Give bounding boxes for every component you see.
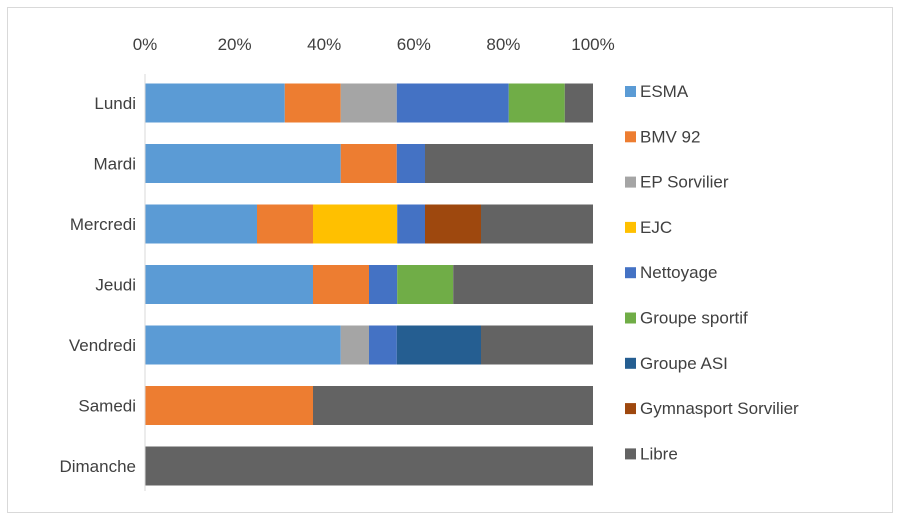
bar-segment	[481, 325, 593, 365]
x-tick-label: 80%	[486, 35, 520, 54]
category-label: Dimanche	[59, 457, 136, 476]
legend-swatch	[625, 312, 636, 324]
bar-segment	[145, 83, 285, 123]
category-label: Samedi	[78, 397, 136, 416]
category-label: Mardi	[93, 155, 136, 174]
bar-segment	[425, 144, 593, 183]
bar-segment	[145, 265, 313, 304]
bar-segment	[313, 386, 593, 425]
x-tick-label: 60%	[397, 35, 431, 54]
bar-segment	[397, 265, 454, 304]
legend-label: EP Sorvilier	[640, 173, 729, 192]
bar-segment	[508, 83, 565, 123]
bar-segment	[396, 144, 425, 183]
legend-swatch	[625, 176, 636, 188]
bar-segment	[145, 144, 341, 183]
x-axis-ticks: 0% 20% 40% 60% 80% 100%	[133, 35, 615, 54]
x-tick-label: 100%	[571, 35, 614, 54]
bar-segment	[396, 325, 481, 365]
legend-swatch	[625, 448, 636, 460]
category-label: Jeudi	[95, 276, 136, 295]
bars	[145, 83, 593, 486]
legend-swatch	[625, 357, 636, 369]
bar-segment	[369, 325, 397, 365]
bar-segment	[313, 265, 369, 304]
legend-label: Groupe ASI	[640, 354, 728, 373]
bar-segment	[564, 83, 593, 123]
bar-segment	[145, 446, 593, 486]
bar-segment	[425, 204, 481, 244]
legend-label: Groupe sportif	[640, 309, 748, 328]
bar-segment	[397, 204, 425, 244]
category-label: Lundi	[94, 94, 136, 113]
legend-label: BMV 92	[640, 127, 700, 146]
legend-label: Gymnasport Sorvilier	[640, 399, 799, 418]
legend-swatch	[625, 131, 636, 143]
bar-segment	[481, 204, 593, 244]
legend-label: Nettoyage	[640, 263, 718, 282]
bar-segment	[340, 144, 397, 183]
legend-label: ESMA	[640, 82, 689, 101]
x-tick-label: 20%	[218, 35, 252, 54]
category-label: Vendredi	[69, 336, 136, 355]
bar-segment	[340, 325, 369, 365]
bar-segment	[313, 204, 398, 244]
bar-segment	[257, 204, 313, 244]
bar-segment	[284, 83, 341, 123]
legend-swatch	[625, 267, 636, 279]
category-labels: Lundi Mardi Mercredi Jeudi Vendredi Samedi Dim…	[59, 94, 136, 476]
legend-swatch	[625, 221, 636, 233]
legend: ESMA BMV 92 EP Sorvilier EJC Nettoyage Groupe…	[625, 82, 799, 463]
bar-segment	[453, 265, 593, 304]
x-tick-label: 0%	[133, 35, 158, 54]
bar-segment	[145, 386, 313, 425]
bar-segment	[145, 325, 341, 365]
x-tick-label: 40%	[307, 35, 341, 54]
legend-swatch	[625, 86, 636, 97]
legend-swatch	[625, 403, 636, 415]
legend-label: EJC	[640, 218, 672, 237]
legend-label: Libre	[640, 444, 678, 463]
bar-segment	[340, 83, 397, 123]
bar-segment	[145, 204, 257, 244]
bar-segment	[396, 83, 509, 123]
category-label: Mercredi	[70, 215, 136, 234]
bar-segment	[369, 265, 398, 304]
